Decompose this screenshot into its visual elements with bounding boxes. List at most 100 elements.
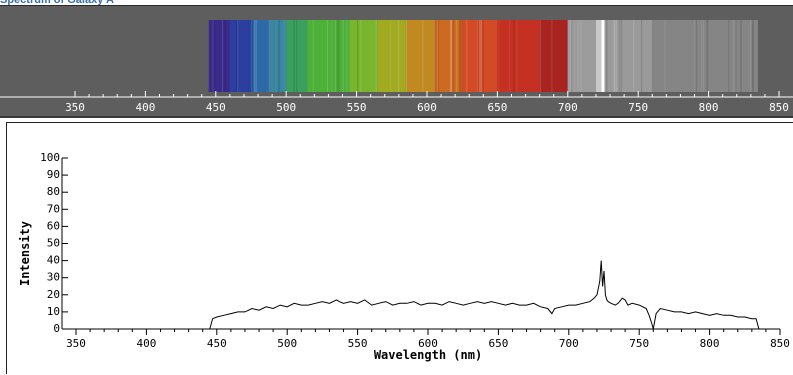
spectrum-line [283, 20, 285, 92]
spectrum-band [497, 20, 540, 92]
spectrum-band [269, 20, 287, 92]
y-tick-label: 20 [47, 288, 60, 301]
spectrum-line [664, 20, 666, 92]
y-tick-label: 80 [47, 185, 60, 198]
spectrum-line [733, 20, 735, 92]
spectrum-line [456, 20, 458, 92]
spectrum-line [749, 20, 751, 92]
spectrum-tick-label: 450 [206, 101, 226, 114]
spectrum-band [208, 20, 230, 92]
spectrum-band [652, 20, 758, 92]
x-tick-label: 700 [559, 337, 579, 350]
intensity-series-line [209, 260, 760, 330]
spectrum-line [237, 20, 239, 92]
spectrum-line [252, 20, 254, 92]
spectrum-line [606, 20, 608, 92]
spectrum-bright-line [601, 20, 605, 92]
spectrum-line [375, 20, 377, 92]
spectrum-line [613, 20, 615, 92]
spectrum-line [482, 20, 484, 92]
spectrum-line [466, 20, 468, 92]
y-tick-label: 60 [47, 219, 60, 232]
spectrum-line [422, 20, 424, 92]
spectrum-band [434, 20, 463, 92]
plot-axes: 0 10 20 30 40 50 60 70 80 90 100 350 400 450 500 550 600… [40, 151, 790, 350]
spectrum-line [390, 20, 392, 92]
spectrum-line [752, 20, 754, 92]
spectrum-band [567, 20, 596, 92]
spectrum-line [253, 20, 255, 92]
spectrum-band [377, 20, 406, 92]
spectrum-line [615, 20, 617, 92]
spectrum-line [335, 20, 337, 92]
x-tick-label: 600 [418, 337, 438, 350]
spectrum-line [567, 20, 569, 92]
y-tick-label: 0 [53, 322, 60, 335]
spectrum-line [551, 20, 553, 92]
spectrum-line [456, 20, 458, 92]
spectrum-line [478, 20, 480, 92]
spectrum-line [728, 20, 730, 92]
spectrum-bands [208, 20, 758, 92]
spectrum-line [346, 20, 348, 92]
spectrum-line [357, 20, 359, 92]
spectrum-line [275, 20, 277, 92]
spectrum-tick-label: 750 [628, 101, 648, 114]
spectrum-tick-label: 550 [347, 101, 367, 114]
spectrum-band [307, 20, 350, 92]
y-tick-label: 50 [47, 237, 60, 250]
y-tick-label: 10 [47, 305, 60, 318]
spectrum-line [255, 20, 257, 92]
spectrum-line [707, 20, 709, 92]
spectrum-line [337, 20, 339, 92]
spectrum-line [331, 20, 333, 92]
spectrum-tick-label: 800 [699, 101, 719, 114]
spectrum-line [700, 20, 702, 92]
spectrum-line [326, 20, 328, 92]
x-tick-label: 650 [488, 337, 508, 350]
spectrum-line [360, 20, 362, 92]
spectrum-line [513, 20, 515, 92]
spectrum-line [498, 20, 500, 92]
spectrum-line [296, 20, 298, 92]
spectrum-line [580, 20, 582, 92]
spectrum-line [450, 20, 452, 92]
spectrum-tick-label: 600 [417, 101, 437, 114]
spectrum-line [251, 20, 253, 92]
x-axis-title: Wavelength (nm) [374, 348, 482, 362]
spectrum-line [406, 20, 408, 92]
spectrum-line [336, 20, 338, 92]
spectrum-line [641, 20, 643, 92]
spectrum-line [509, 20, 511, 92]
spectrum-band [595, 20, 605, 92]
plot-series [209, 260, 760, 330]
spectrum-line [740, 20, 742, 92]
spectrum-line [571, 20, 573, 92]
spectrum-line [735, 20, 737, 92]
spectrum-line [437, 20, 439, 92]
spectrum-line [569, 20, 571, 92]
y-axis-title: Intensity [18, 221, 32, 286]
spectrum-strip-panel: 350 400 450 500 550 600 650 700 750 800 850 [0, 5, 793, 118]
spectrum-line [236, 20, 238, 92]
spectrum-x-axis: 350 400 450 500 550 600 650 700 750 800 850 [0, 91, 793, 114]
spectrum-line [434, 20, 436, 92]
spectrum-tick-label: 400 [135, 101, 155, 114]
spectrum-line [212, 20, 214, 92]
spectrum-line [312, 20, 314, 92]
x-tick-label: 400 [136, 337, 156, 350]
intensity-plot-panel: 0 10 20 30 40 50 60 70 80 90 100 350 400 450 500 550 600… [6, 122, 793, 374]
spectrum-band [286, 20, 308, 92]
spectrum-line [450, 20, 452, 92]
x-tick-label: 500 [277, 337, 297, 350]
x-tick-label: 450 [207, 337, 227, 350]
spectrum-line [539, 20, 541, 92]
spectrum-line [459, 20, 461, 92]
spectrum-tick-label: 500 [276, 101, 296, 114]
x-tick-label: 750 [629, 337, 649, 350]
spectrum-line [695, 20, 697, 92]
spectrum-line [398, 20, 400, 92]
spectrum-line [614, 20, 616, 92]
y-tick-label: 100 [40, 151, 60, 164]
spectrum-line [338, 20, 340, 92]
